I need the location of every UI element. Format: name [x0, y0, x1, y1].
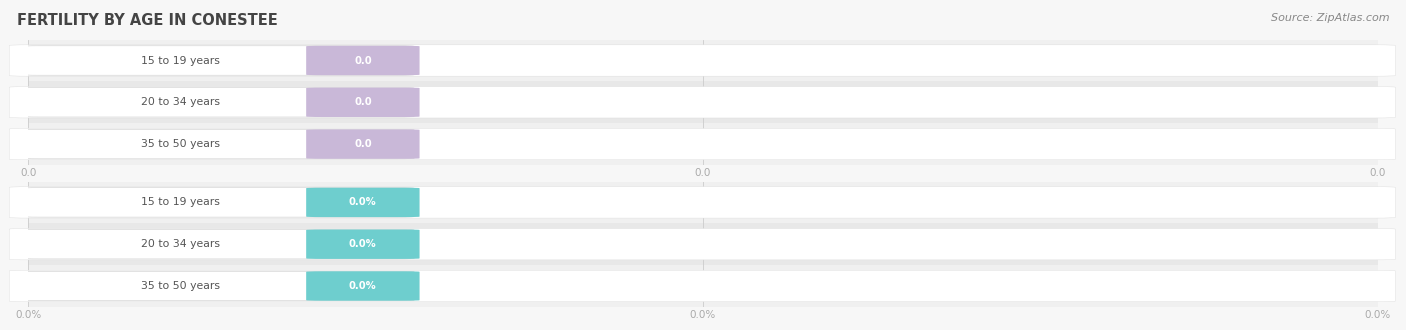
FancyBboxPatch shape: [22, 271, 415, 301]
Text: 20 to 34 years: 20 to 34 years: [141, 239, 221, 249]
FancyBboxPatch shape: [307, 87, 419, 117]
Text: 15 to 19 years: 15 to 19 years: [141, 197, 221, 207]
Text: 0.0: 0.0: [354, 55, 371, 65]
FancyBboxPatch shape: [22, 46, 415, 75]
FancyBboxPatch shape: [10, 45, 1395, 76]
Text: 0.0%: 0.0%: [349, 197, 377, 207]
Text: 0.0%: 0.0%: [349, 239, 377, 249]
FancyBboxPatch shape: [22, 129, 415, 159]
Bar: [28, 123, 1378, 165]
FancyBboxPatch shape: [10, 128, 1395, 160]
Bar: [28, 40, 1378, 82]
Text: 35 to 50 years: 35 to 50 years: [141, 281, 221, 291]
Text: 20 to 34 years: 20 to 34 years: [141, 97, 221, 107]
FancyBboxPatch shape: [10, 86, 1395, 118]
FancyBboxPatch shape: [307, 129, 419, 159]
FancyBboxPatch shape: [307, 188, 419, 217]
Bar: [28, 82, 1378, 123]
Text: 15 to 19 years: 15 to 19 years: [141, 55, 221, 65]
FancyBboxPatch shape: [307, 271, 419, 301]
Text: FERTILITY BY AGE IN CONESTEE: FERTILITY BY AGE IN CONESTEE: [17, 13, 277, 28]
FancyBboxPatch shape: [10, 270, 1395, 302]
FancyBboxPatch shape: [10, 228, 1395, 260]
FancyBboxPatch shape: [22, 229, 415, 259]
Text: 0.0: 0.0: [354, 97, 371, 107]
FancyBboxPatch shape: [22, 188, 415, 217]
Bar: [28, 182, 1378, 223]
Text: 35 to 50 years: 35 to 50 years: [141, 139, 221, 149]
FancyBboxPatch shape: [10, 187, 1395, 218]
FancyBboxPatch shape: [307, 46, 419, 75]
FancyBboxPatch shape: [22, 87, 415, 117]
FancyBboxPatch shape: [307, 229, 419, 259]
Text: 0.0: 0.0: [354, 139, 371, 149]
Bar: [28, 223, 1378, 265]
Text: Source: ZipAtlas.com: Source: ZipAtlas.com: [1271, 13, 1389, 23]
Text: 0.0%: 0.0%: [349, 281, 377, 291]
Bar: [28, 265, 1378, 307]
